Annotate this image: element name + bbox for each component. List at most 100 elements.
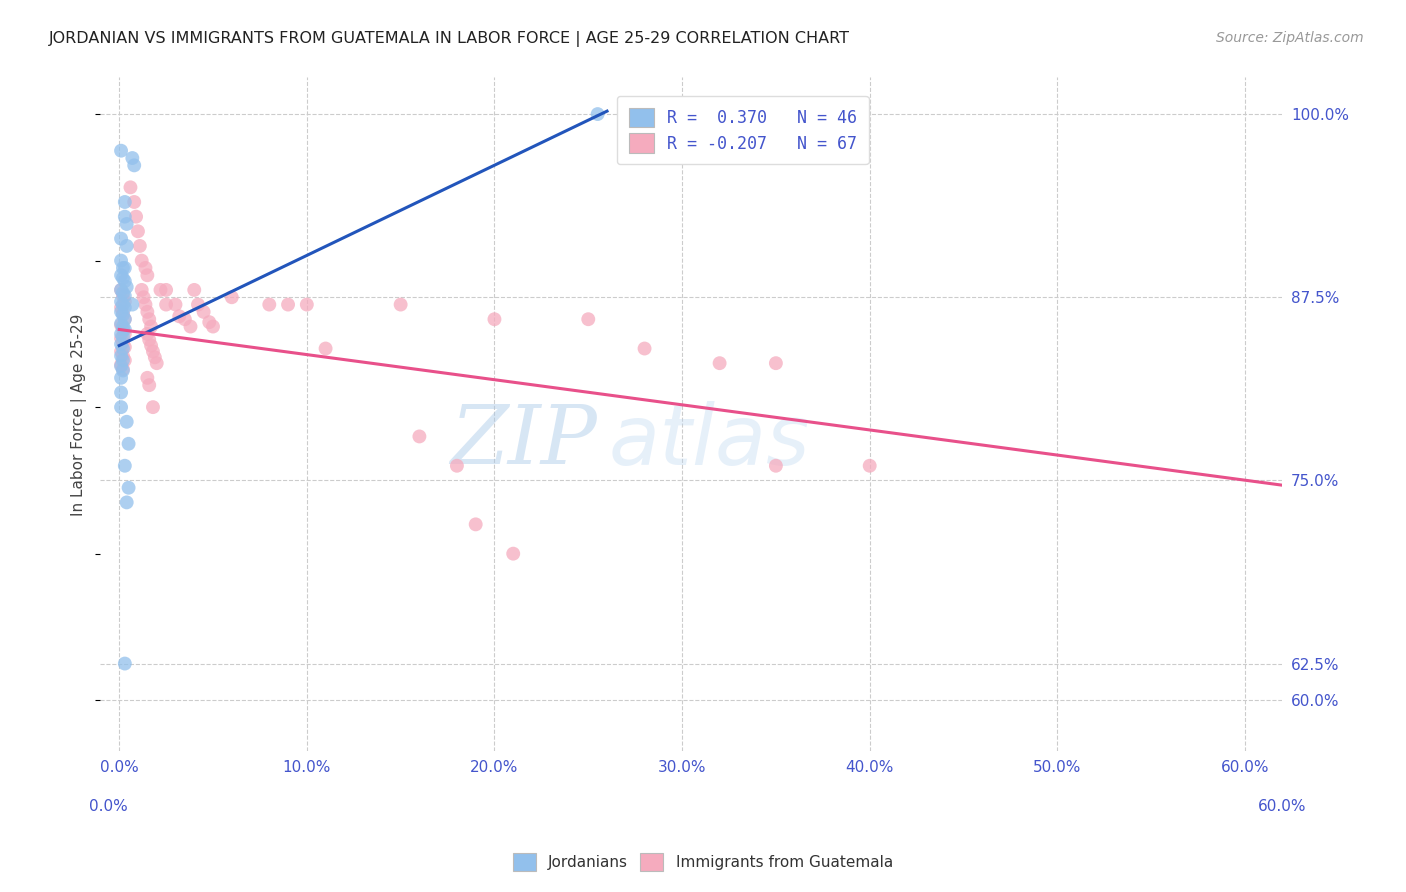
- Point: [408, 429, 430, 443]
- Point: [114, 260, 136, 275]
- Point: [132, 290, 155, 304]
- Legend: R =  0.370   N = 46, R = -0.207   N = 67: R = 0.370 N = 46, R = -0.207 N = 67: [617, 95, 869, 164]
- Y-axis label: In Labor Force | Age 25-29: In Labor Force | Age 25-29: [72, 313, 87, 516]
- Text: 60.0%: 60.0%: [1257, 798, 1306, 814]
- Point: [110, 400, 132, 414]
- Point: [111, 330, 134, 344]
- Point: [114, 274, 136, 288]
- Point: [110, 294, 132, 309]
- Point: [464, 517, 486, 532]
- Point: [114, 312, 136, 326]
- Text: 0.0%: 0.0%: [89, 798, 128, 814]
- Point: [110, 268, 132, 283]
- Point: [134, 297, 156, 311]
- Point: [111, 353, 134, 368]
- Point: [202, 319, 225, 334]
- Point: [165, 297, 187, 311]
- Point: [198, 315, 221, 329]
- Point: [114, 322, 136, 336]
- Point: [484, 312, 506, 326]
- Point: [315, 342, 337, 356]
- Point: [295, 297, 318, 311]
- Point: [110, 317, 132, 331]
- Point: [110, 318, 132, 332]
- Point: [110, 144, 132, 158]
- Point: [114, 194, 136, 209]
- Point: [136, 371, 159, 385]
- Point: [111, 306, 134, 320]
- Point: [114, 301, 136, 315]
- Legend: Jordanians, Immigrants from Guatemala: Jordanians, Immigrants from Guatemala: [508, 847, 898, 877]
- Point: [709, 356, 731, 370]
- Point: [138, 312, 160, 326]
- Point: [117, 436, 139, 450]
- Point: [111, 285, 134, 300]
- Point: [111, 289, 134, 303]
- Point: [110, 305, 132, 319]
- Point: [859, 458, 882, 473]
- Point: [502, 547, 524, 561]
- Point: [115, 495, 138, 509]
- Point: [131, 283, 153, 297]
- Point: [111, 335, 134, 350]
- Point: [149, 283, 172, 297]
- Point: [115, 217, 138, 231]
- Point: [114, 294, 136, 309]
- Point: [111, 271, 134, 285]
- Point: [110, 232, 132, 246]
- Point: [111, 322, 134, 336]
- Point: [115, 280, 138, 294]
- Point: [110, 337, 132, 351]
- Point: [128, 239, 150, 253]
- Text: atlas: atlas: [609, 401, 810, 482]
- Point: [121, 151, 143, 165]
- Point: [138, 333, 160, 347]
- Text: JORDANIAN VS IMMIGRANTS FROM GUATEMALA IN LABOR FORCE | AGE 25-29 CORRELATION CH: JORDANIAN VS IMMIGRANTS FROM GUATEMALA I…: [49, 31, 851, 47]
- Text: ZIP: ZIP: [450, 401, 598, 482]
- Point: [111, 363, 134, 377]
- Point: [277, 297, 299, 311]
- Point: [110, 358, 132, 372]
- Point: [142, 344, 165, 359]
- Point: [446, 458, 468, 473]
- Point: [765, 356, 787, 370]
- Point: [110, 371, 132, 385]
- Point: [110, 326, 132, 341]
- Point: [134, 260, 156, 275]
- Point: [110, 344, 132, 359]
- Point: [114, 340, 136, 354]
- Point: [633, 342, 655, 356]
- Point: [145, 356, 167, 370]
- Point: [173, 312, 195, 326]
- Point: [576, 312, 599, 326]
- Point: [111, 297, 134, 311]
- Point: [155, 283, 177, 297]
- Point: [110, 283, 132, 297]
- Point: [138, 378, 160, 392]
- Point: [179, 319, 201, 334]
- Point: [114, 312, 136, 326]
- Point: [111, 349, 134, 363]
- Point: [115, 415, 138, 429]
- Point: [142, 400, 165, 414]
- Point: [136, 326, 159, 341]
- Point: [136, 268, 159, 283]
- Point: [125, 210, 148, 224]
- Point: [111, 362, 134, 376]
- Point: [143, 351, 166, 365]
- Point: [155, 297, 177, 311]
- Point: [111, 308, 134, 322]
- Point: [183, 283, 205, 297]
- Point: [139, 338, 162, 352]
- Point: [110, 385, 132, 400]
- Point: [114, 353, 136, 368]
- Point: [114, 657, 136, 671]
- Point: [122, 158, 145, 172]
- Point: [111, 342, 134, 356]
- Point: [110, 283, 132, 297]
- Point: [114, 458, 136, 473]
- Point: [187, 297, 209, 311]
- Point: [1292, 715, 1315, 730]
- Point: [117, 481, 139, 495]
- Point: [389, 297, 412, 311]
